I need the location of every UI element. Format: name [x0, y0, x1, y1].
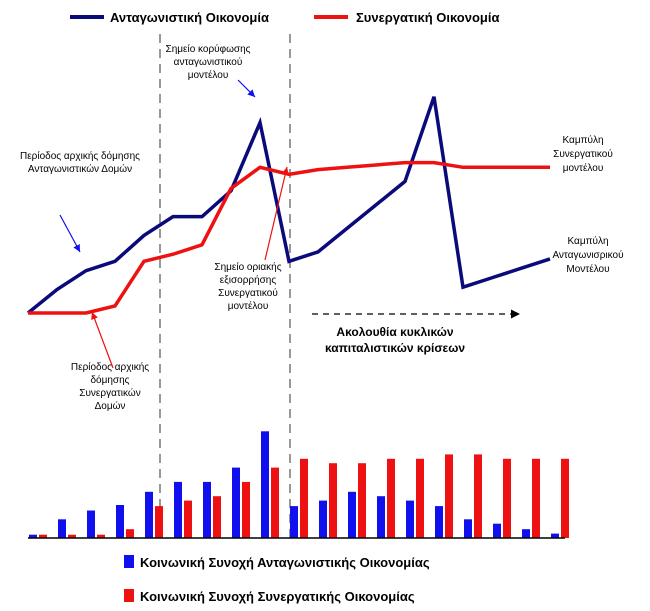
marginal-equalization-arrow — [264, 166, 289, 261]
curve-cooperative-line-2: Συνεργατικού — [553, 148, 613, 160]
competitive-line — [26, 96, 551, 315]
bar-competitive-cohesion — [464, 519, 472, 538]
bar-competitive-cohesion — [493, 523, 501, 538]
bar-cooperative-cohesion — [416, 458, 424, 538]
bar-competitive-cohesion — [348, 491, 356, 538]
bar-cooperative-cohesion — [184, 500, 192, 538]
peak-arrow — [237, 79, 256, 98]
annotation-curve-competitive: Καμπύλη Ανταγωνισρικού Μοντέλου — [552, 235, 623, 275]
legend-cooperative-label: Συνεργατική Οικονομία — [356, 10, 499, 25]
annotation-initial-cooperative: Περίοδος αρχικής δόμησης Συνεργατικών Δο… — [71, 311, 149, 412]
bar-competitive-cohesion — [290, 506, 298, 538]
curve-competitive-line-3: Μοντέλου — [566, 263, 609, 275]
marginal-line-1: Σημείο οριακής — [214, 261, 281, 273]
line-layer — [26, 96, 551, 315]
bar-cooperative-cohesion — [97, 534, 105, 538]
bar-cooperative-cohesion — [329, 463, 337, 538]
bar-cooperative-cohesion — [155, 506, 163, 538]
bar-competitive-cohesion — [319, 500, 327, 538]
curve-cooperative-line-3: μοντέλου — [563, 162, 604, 174]
annotation-marginal-equalization: Σημείο οριακής εξισορρήσης Συνεργατικού … — [214, 166, 289, 312]
bar-competitive-cohesion — [232, 467, 240, 538]
bar-cooperative-cohesion — [213, 496, 221, 538]
bar-cooperative-cohesion — [242, 481, 250, 538]
annotation-initial-competitive: Περίοδος αρχικής δόμησης Ανταγωνιστικών … — [20, 150, 140, 253]
initial-cooperative-arrow — [91, 311, 114, 369]
bar-cooperative-cohesion — [445, 454, 453, 538]
legend-competitive-label: Ανταγωνιστική Οικονομία — [110, 10, 269, 25]
bar-competitive-cohesion — [406, 500, 414, 538]
crises-line-1: Ακολουθία κυκλικών — [336, 325, 453, 339]
curve-competitive-line-2: Ανταγωνισρικού — [552, 249, 623, 261]
bar-competitive-cohesion — [261, 431, 269, 538]
bar-competitive-cohesion — [377, 496, 385, 538]
peak-line-1: Σημείο κορύφωσης — [166, 43, 251, 55]
initial-cooperative-line-1: Περίοδος αρχικής — [71, 361, 149, 373]
curve-competitive-line-1: Καμπύλη — [567, 235, 608, 247]
cooperative-line — [28, 160, 550, 315]
crises-line-2: καπιταλιστικών κρίσεων — [325, 341, 465, 355]
initial-cooperative-line-2: δόμησης — [90, 374, 129, 386]
initial-cooperative-line-4: Δομών — [95, 400, 126, 412]
bar-competitive-cohesion — [551, 533, 559, 538]
bar-competitive-cohesion — [87, 510, 95, 538]
bar-cooperative-cohesion — [474, 454, 482, 538]
bar-cooperative-cohesion — [561, 458, 569, 538]
initial-competitive-arrow — [59, 214, 81, 253]
bar-competitive-cohesion — [29, 534, 37, 538]
bar-competitive-cohesion — [58, 519, 66, 538]
peak-line-3: μοντέλου — [188, 69, 229, 81]
marginal-line-2: εξισορρήσης — [220, 274, 277, 286]
annotation-crises: Ακολουθία κυκλικών καπιταλιστικών κρίσεω… — [312, 309, 520, 355]
legend-competitive-cohesion: Κοινωνική Συνοχή Ανταγωνιστικής Οικονομί… — [140, 555, 430, 570]
legend-cooperative-cohesion: Κοινωνική Συνοχή Συνεργατικής Οικονομίας — [140, 589, 415, 604]
bar-cooperative-cohesion — [68, 534, 76, 538]
bar-competitive-cohesion — [435, 506, 443, 538]
annotation-peak: Σημείο κορύφωσης ανταγωνιστικού μοντέλου — [166, 43, 256, 98]
marginal-line-3: Συνεργατικού — [218, 287, 278, 299]
bar-cooperative-cohesion — [503, 458, 511, 538]
initial-competitive-line-1: Περίοδος αρχικής δόμησης — [20, 150, 140, 162]
bottom-legend: Κοινωνική Συνοχή Ανταγωνιστικής Οικονομί… — [124, 555, 430, 604]
bar-competitive-cohesion — [522, 529, 530, 538]
bar-layer — [29, 431, 569, 538]
legend-blue-swatch — [124, 555, 134, 568]
bar-cooperative-cohesion — [126, 529, 134, 538]
marginal-line-4: μοντέλου — [228, 300, 269, 312]
bar-cooperative-cohesion — [387, 458, 395, 538]
bar-competitive-cohesion — [145, 491, 153, 538]
initial-cooperative-line-3: Συνεργατικών — [79, 387, 140, 399]
bar-competitive-cohesion — [174, 481, 182, 538]
bar-cooperative-cohesion — [532, 458, 540, 538]
bar-cooperative-cohesion — [39, 534, 47, 538]
peak-line-2: ανταγωνιστικού — [174, 56, 243, 68]
annotation-curve-cooperative: Καμπύλη Συνεργατικού μοντέλου — [553, 134, 613, 174]
legend-red-swatch — [124, 589, 134, 602]
bar-cooperative-cohesion — [300, 458, 308, 538]
bar-cooperative-cohesion — [271, 467, 279, 538]
bar-competitive-cohesion — [203, 481, 211, 538]
bar-cooperative-cohesion — [358, 463, 366, 538]
initial-competitive-line-2: Ανταγωνιστικών Δομών — [28, 163, 132, 175]
top-legend: Ανταγωνιστική Οικονομία Συνεργατική Οικο… — [70, 10, 499, 25]
bar-competitive-cohesion — [116, 505, 124, 538]
curve-cooperative-line-1: Καμπύλη — [562, 134, 603, 146]
